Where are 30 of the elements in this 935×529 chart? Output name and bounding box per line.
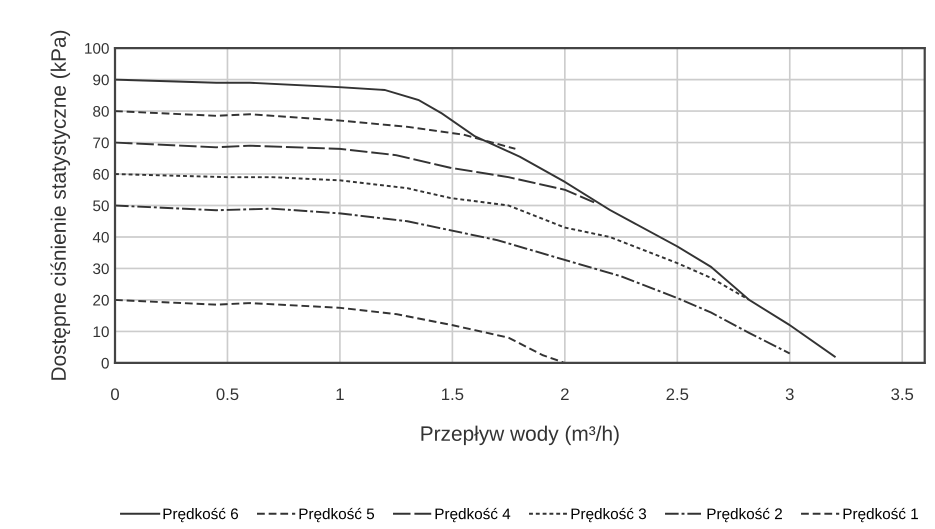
x-tick-label: 3 [786, 388, 794, 400]
x-tick-label: 2.5 [666, 388, 688, 400]
y-tick-label: 90 [93, 74, 109, 86]
x-axis-title: Przepływ wody (m³/h) [421, 426, 619, 446]
x-tick-label: 2 [561, 388, 569, 400]
y-tick-label: 100 [85, 43, 109, 54]
legend-label: Prędkość 5 [300, 508, 374, 522]
y-tick-label: 40 [92, 232, 109, 243]
y-tick-label: 10 [94, 326, 109, 338]
legend-label: Prędkość 6 [164, 508, 238, 522]
line-series [115, 298, 566, 363]
y-tick-label: 60 [93, 168, 109, 180]
y-tick-label: 0 [102, 358, 109, 369]
line-series [115, 204, 791, 354]
x-tick-label: 1 [336, 388, 344, 400]
y-axis-title: Dostępne ciśnienie statystyczne (kPa) [50, 30, 70, 380]
x-tick-label: 3.5 [891, 388, 914, 400]
legend-label: Prędkość 3 [572, 508, 646, 522]
x-tick-label: 0.5 [216, 388, 238, 400]
y-tick-label: 70 [93, 137, 109, 148]
y-tick-label: 30 [93, 263, 109, 274]
y-tick-label: 20 [93, 294, 109, 306]
x-tick-label: 0 [111, 388, 119, 400]
legend-label: Prędkość 1 [844, 508, 918, 522]
line-series [115, 78, 836, 358]
y-tick-label: 80 [93, 106, 109, 117]
legend-label: Prędkość 2 [708, 508, 782, 522]
x-tick-label: 1.5 [442, 388, 464, 400]
legend-label: Prędkość 4 [436, 508, 510, 522]
y-tick-label: 50 [93, 200, 109, 212]
